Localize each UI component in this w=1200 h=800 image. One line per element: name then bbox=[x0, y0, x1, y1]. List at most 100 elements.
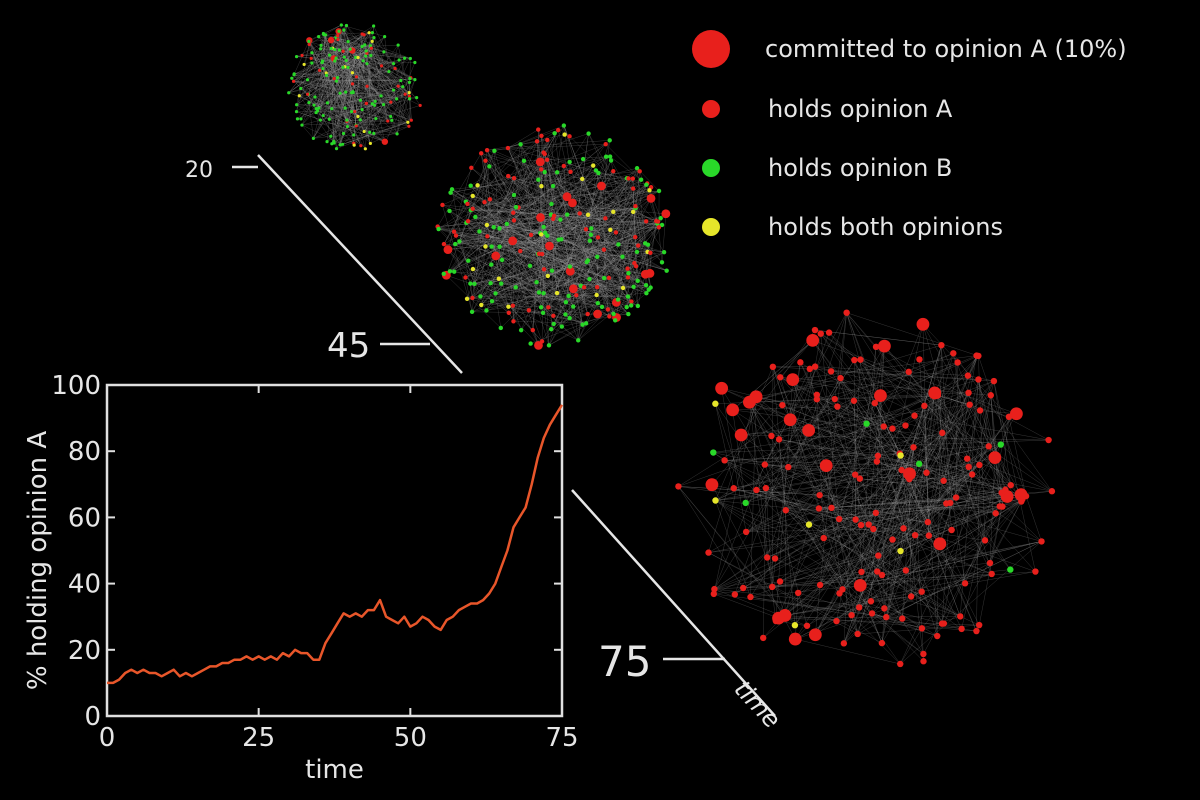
network-node bbox=[491, 251, 501, 261]
network-node bbox=[319, 47, 323, 51]
network-node bbox=[889, 425, 896, 432]
network-node bbox=[295, 103, 299, 107]
network-node bbox=[379, 64, 384, 68]
network-node bbox=[915, 460, 923, 468]
network-node bbox=[536, 177, 541, 182]
network-node bbox=[675, 483, 682, 490]
network-node bbox=[811, 326, 819, 334]
network-node bbox=[317, 106, 321, 110]
network-node bbox=[554, 290, 560, 296]
network-node bbox=[659, 260, 665, 265]
network-node bbox=[965, 389, 972, 397]
network-node bbox=[721, 457, 728, 464]
network-node bbox=[868, 610, 876, 617]
network-node bbox=[528, 341, 533, 346]
network-node bbox=[583, 227, 589, 232]
network-node bbox=[559, 237, 564, 242]
network-node bbox=[489, 299, 495, 304]
network-node bbox=[311, 136, 315, 141]
network-node bbox=[586, 131, 591, 136]
network-node bbox=[483, 158, 488, 163]
network-node bbox=[883, 613, 890, 621]
network-node bbox=[506, 310, 512, 316]
network-node bbox=[634, 249, 640, 255]
network-node bbox=[802, 423, 816, 437]
network-node bbox=[620, 285, 626, 291]
network-node bbox=[872, 343, 880, 351]
network-node bbox=[762, 484, 770, 492]
network-node bbox=[396, 43, 400, 47]
network-node bbox=[1038, 538, 1045, 545]
network-node bbox=[505, 145, 511, 151]
network-node bbox=[369, 46, 373, 50]
network-node bbox=[535, 157, 545, 167]
network-node bbox=[541, 150, 546, 155]
network-node bbox=[874, 389, 887, 402]
network-node bbox=[341, 49, 345, 53]
network-node bbox=[938, 341, 945, 349]
network-node bbox=[607, 154, 613, 159]
network-node bbox=[544, 157, 550, 163]
network-node bbox=[563, 300, 569, 305]
network-node bbox=[292, 72, 296, 76]
network-node bbox=[571, 304, 576, 309]
network-node bbox=[934, 392, 942, 399]
network-node bbox=[370, 102, 374, 106]
network-node bbox=[457, 239, 462, 244]
y-tick-label: 60 bbox=[68, 503, 101, 533]
network-node bbox=[880, 423, 887, 430]
network-node bbox=[342, 28, 346, 32]
network-node bbox=[903, 467, 916, 481]
network-node bbox=[594, 292, 599, 298]
network-node bbox=[407, 124, 411, 128]
network-node bbox=[990, 377, 998, 385]
network-node bbox=[805, 521, 813, 528]
network-node bbox=[491, 225, 496, 230]
network-node bbox=[874, 568, 881, 575]
network-node bbox=[661, 249, 667, 255]
network-node bbox=[585, 311, 590, 317]
network-node bbox=[647, 188, 652, 193]
network-node bbox=[625, 266, 630, 271]
network-node bbox=[580, 322, 585, 327]
network-node bbox=[374, 116, 378, 121]
network-node bbox=[387, 69, 391, 74]
network-node bbox=[608, 227, 613, 232]
network-node bbox=[337, 29, 341, 33]
network-node bbox=[321, 31, 326, 36]
network-node bbox=[620, 254, 625, 259]
network-node bbox=[873, 458, 881, 465]
network-node bbox=[1045, 436, 1052, 444]
network-node bbox=[518, 248, 523, 254]
network-node bbox=[831, 395, 838, 403]
network-node bbox=[440, 202, 445, 208]
network-node bbox=[739, 584, 747, 592]
network-node bbox=[585, 212, 591, 217]
network-node bbox=[711, 585, 718, 593]
network-node bbox=[368, 141, 372, 146]
network-node bbox=[408, 56, 412, 61]
network-node bbox=[911, 532, 919, 539]
network-node bbox=[559, 324, 565, 329]
network-node bbox=[601, 275, 607, 281]
x-tick-label: 25 bbox=[242, 723, 275, 753]
network-node bbox=[363, 43, 367, 47]
network-node bbox=[568, 198, 577, 208]
network-node bbox=[539, 232, 544, 237]
network-node bbox=[742, 528, 750, 536]
network-node bbox=[819, 459, 833, 473]
network-node bbox=[636, 243, 641, 248]
network-node bbox=[325, 140, 329, 144]
network-node bbox=[1009, 407, 1023, 421]
network-node bbox=[918, 625, 926, 632]
network-node bbox=[539, 167, 544, 172]
network-node bbox=[850, 397, 858, 404]
network-node bbox=[905, 368, 912, 376]
network-snapshot-2 bbox=[435, 123, 671, 350]
snapshot-time-marker: 20 bbox=[185, 158, 258, 183]
network-node bbox=[345, 118, 349, 122]
network-node bbox=[351, 90, 355, 94]
network-node bbox=[577, 211, 582, 216]
network-node bbox=[294, 110, 299, 114]
